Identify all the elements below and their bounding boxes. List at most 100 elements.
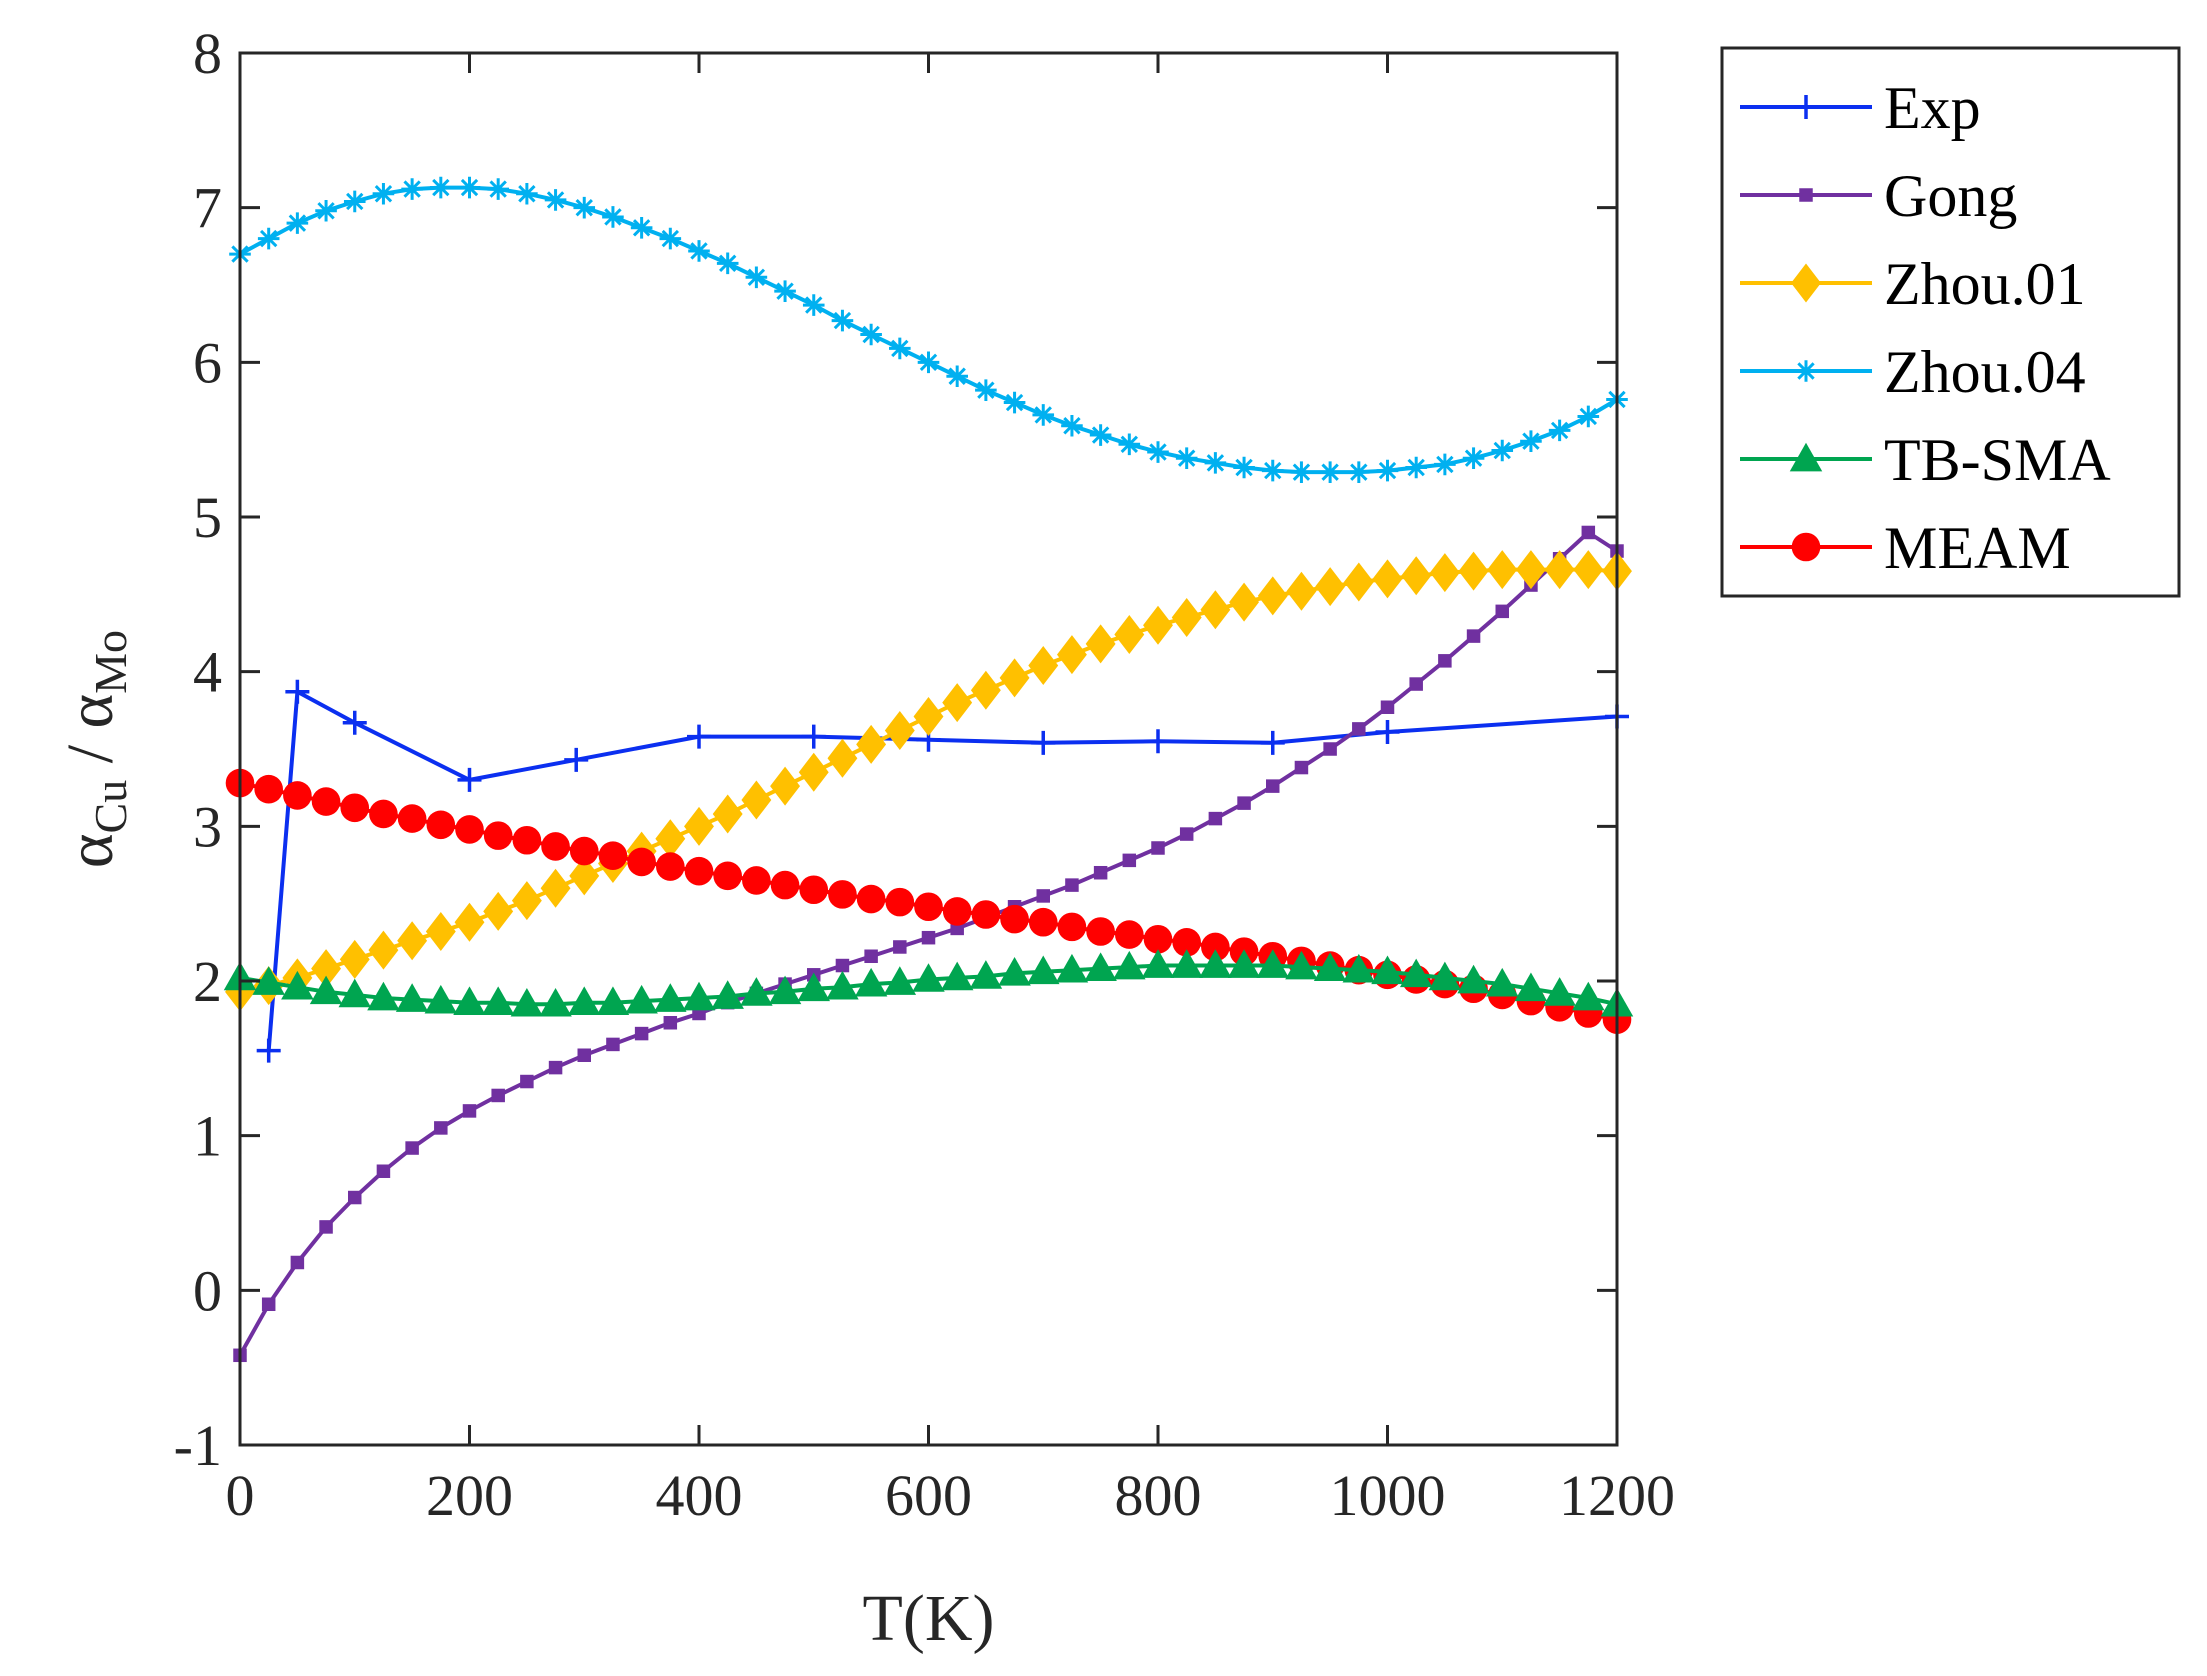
data-point-square [634, 1026, 649, 1041]
data-point-asterisk [802, 294, 825, 316]
data-point-square [1409, 677, 1423, 691]
data-point-plus [564, 747, 589, 772]
y-tick-label: 5 [193, 485, 222, 550]
data-point-diamond [1458, 551, 1489, 591]
data-point-circle [1201, 932, 1230, 962]
data-point-diamond [999, 658, 1030, 698]
data-point-triangle [1572, 981, 1605, 1011]
y-tick-label: 1 [193, 1104, 222, 1169]
data-point-diamond [311, 949, 342, 989]
series-tb-sma [223, 949, 1634, 1017]
data-point-circle [684, 856, 714, 886]
data-point-diamond [1487, 550, 1518, 590]
data-point-asterisk [1405, 456, 1427, 479]
data-point-triangle [1371, 955, 1404, 985]
data-point-asterisk [917, 351, 940, 374]
data-point-asterisk [372, 182, 395, 205]
y-title-alpha-2: α [54, 694, 127, 729]
data-point-circle [569, 836, 599, 866]
data-point-asterisk [1462, 447, 1485, 470]
y-title-sub-mo: Mo [85, 630, 136, 694]
data-point-triangle [1199, 949, 1232, 978]
data-point-diamond [397, 921, 428, 961]
data-point-triangle [1285, 950, 1318, 980]
y-title-separator: / [54, 728, 127, 779]
data-point-diamond [483, 891, 514, 931]
data-point-triangle [1055, 953, 1089, 983]
data-point-circle [1791, 532, 1821, 562]
data-point-circle [541, 832, 570, 861]
data-point-asterisk [458, 176, 481, 199]
legend-entry: Zhou.04 [1740, 339, 2086, 405]
data-point-triangle [453, 986, 486, 1016]
series-zhou-01 [225, 550, 1632, 1012]
data-point-triangle [367, 981, 400, 1011]
data-point-circle [311, 787, 341, 816]
data-point-diamond [798, 752, 829, 792]
data-point-circle [283, 781, 312, 810]
legend-label: Zhou.04 [1884, 339, 2086, 405]
data-point-triangle [1399, 958, 1433, 988]
data-point-triangle [940, 961, 974, 991]
data-point-triangle [883, 966, 917, 995]
data-point-circle [340, 793, 370, 823]
data-point-plus [687, 724, 711, 749]
data-point-asterisk [257, 227, 280, 250]
data-point-diamond [1286, 571, 1317, 611]
data-point-asterisk [286, 212, 309, 234]
data-point-square [1380, 700, 1395, 714]
data-point-asterisk [1795, 360, 1817, 382]
series-exp [256, 679, 1629, 1063]
y-axis-title: αCu / αMo [54, 630, 136, 868]
x-tick-label: 1000 [1330, 1463, 1446, 1528]
data-point-diamond [425, 912, 456, 952]
data-point-diamond [942, 683, 973, 723]
data-point-triangle [1486, 967, 1519, 997]
data-point-diamond [1429, 553, 1460, 593]
data-point-asterisk [946, 365, 968, 388]
data-point-asterisk [1376, 459, 1399, 482]
legend-box [1720, 46, 2181, 598]
data-point-triangle [854, 967, 888, 997]
data-point-circle [942, 897, 972, 926]
x-tick-label: 200 [426, 1463, 513, 1528]
data-point-square [261, 1297, 276, 1312]
data-point-circle [799, 875, 829, 905]
legend: Exp Gong Zhou.01 Zhou.04 TB-SMA MEAM [1720, 46, 2181, 598]
data-point-asterisk [889, 337, 911, 360]
data-point-circle [455, 815, 484, 844]
data-point-plus [1260, 730, 1285, 755]
legend-entry: TB-SMA [1740, 427, 2111, 493]
data-point-diamond [856, 724, 887, 764]
data-point-diamond [741, 780, 772, 820]
y-tick-label: 0 [193, 1258, 222, 1323]
data-point-asterisk [430, 176, 452, 199]
data-point-triangle [1170, 949, 1203, 978]
data-point-asterisk [1577, 405, 1600, 428]
data-point-triangle [1027, 955, 1060, 985]
data-point-triangle [1227, 949, 1261, 978]
x-tick-label: 0 [226, 1463, 255, 1528]
data-point-circle [627, 847, 656, 877]
data-point-triangle [1457, 964, 1490, 994]
data-point-diamond [1143, 605, 1173, 645]
data-point-diamond [511, 881, 542, 921]
y-tick-label: 7 [193, 176, 222, 241]
data-point-diamond [1515, 550, 1546, 590]
data-point-square [1581, 525, 1596, 540]
data-point-asterisk [716, 252, 739, 275]
data-point-triangle [395, 983, 429, 1012]
data-point-diamond [454, 902, 485, 942]
data-point-circle [656, 852, 685, 881]
data-point-square [1266, 779, 1280, 793]
data-point-square [1237, 796, 1251, 810]
data-point-asterisk [343, 190, 366, 213]
data-point-triangle [711, 980, 744, 1009]
data-point-square [1323, 742, 1337, 756]
data-point-asterisk [860, 323, 882, 346]
data-point-triangle [568, 986, 601, 1016]
y-tick-label: 2 [193, 949, 222, 1014]
data-point-asterisk [1434, 453, 1456, 476]
data-point-plus [256, 1038, 281, 1063]
